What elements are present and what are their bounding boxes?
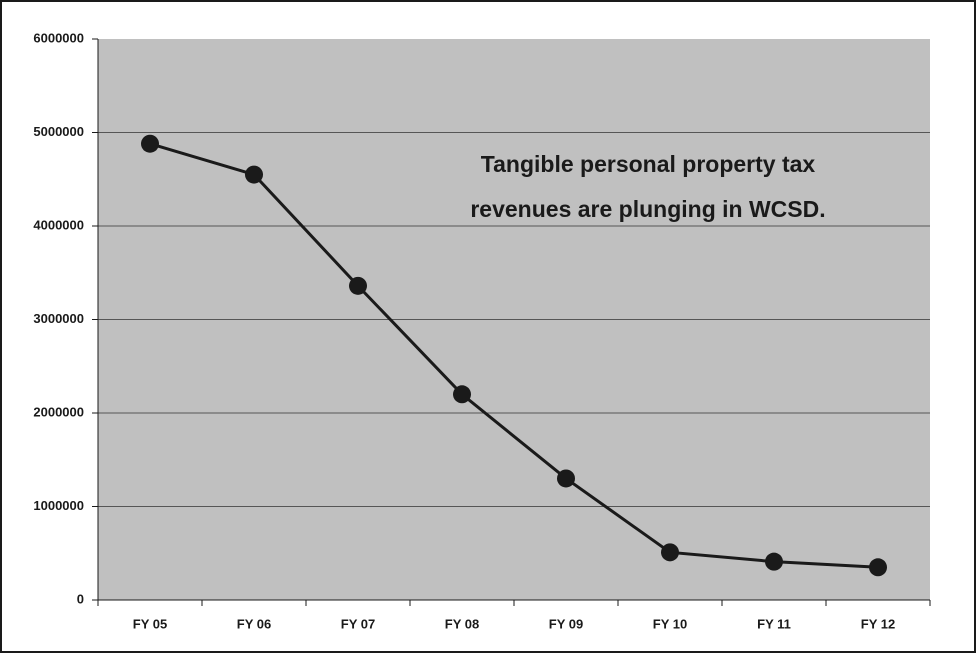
point <box>245 165 263 184</box>
point <box>661 543 679 562</box>
line <box>149 142 879 569</box>
point <box>349 276 367 295</box>
point <box>765 552 783 571</box>
x-tick-label: FY 12 <box>861 616 895 631</box>
x-tick-label: FY 07 <box>341 616 375 631</box>
point <box>869 558 887 577</box>
x-tick-label: FY 05 <box>133 616 167 631</box>
y-tick-label: 0 <box>77 591 84 606</box>
x-tick-label: FY 09 <box>549 616 583 631</box>
point <box>141 134 159 153</box>
y-tick-label: 5000000 <box>33 124 84 139</box>
x-tick-label: FY 08 <box>445 616 479 631</box>
y-tick-label: 4000000 <box>33 217 84 232</box>
y-tick-label: 3000000 <box>33 311 84 326</box>
annotation: revenues are plunging in WCSD. <box>470 196 825 222</box>
x-tick-label: FY 10 <box>653 616 687 631</box>
x-tick-label: FY 11 <box>757 616 791 631</box>
annotation: Tangible personal property tax <box>481 151 816 177</box>
point <box>453 385 471 404</box>
y-tick-label: 1000000 <box>33 498 84 513</box>
y-tick-label: 6000000 <box>33 30 84 45</box>
point <box>557 469 575 488</box>
y-tick-label: 2000000 <box>33 404 84 419</box>
x-tick-label: FY 06 <box>237 616 271 631</box>
